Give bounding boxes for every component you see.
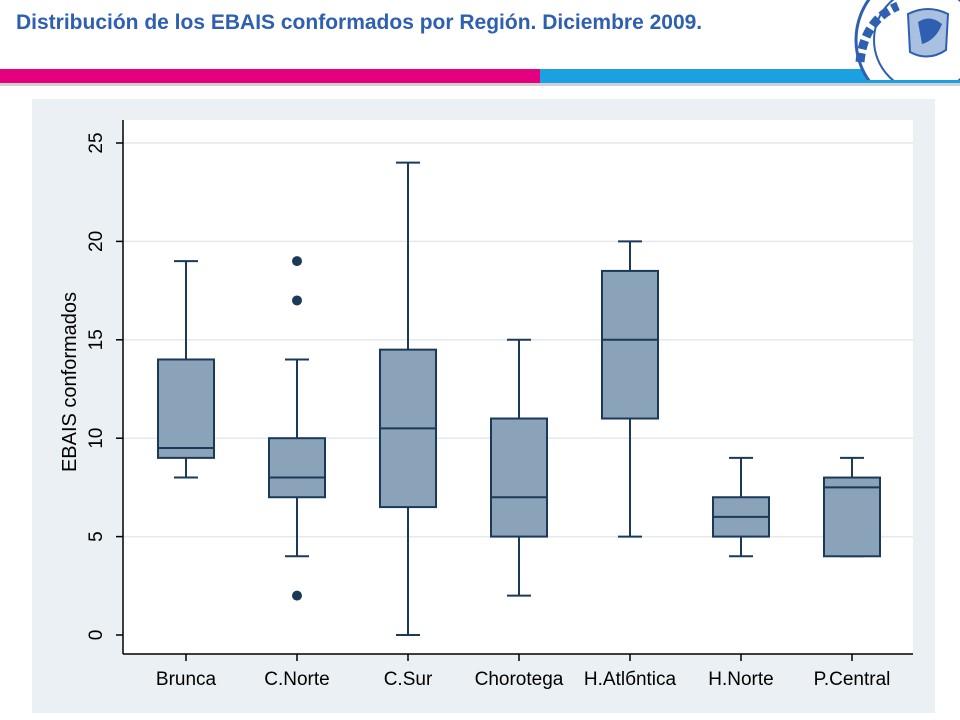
box-group-2 — [379, 161, 437, 636]
y-tick-label: 15 — [86, 329, 107, 350]
box-group-5 — [712, 456, 770, 558]
x-tick-label: H.Atlбntica — [584, 669, 677, 690]
x-tick-label: Brunca — [156, 669, 217, 690]
y-tick-label: 10 — [86, 428, 107, 449]
chart-panel: 0 5 10 15 20 25 Brunca C.Norte C.Sur Chorotega H.… — [32, 99, 935, 713]
box-group-6 — [823, 456, 881, 558]
box-iqr — [268, 437, 326, 499]
y-axis-title: EBAIS conformados — [59, 292, 81, 472]
y-ticks: 0 5 10 15 20 25 — [86, 132, 123, 640]
outlier-point — [292, 295, 302, 306]
header-bar-shadow — [0, 83, 960, 86]
box-group-0 — [157, 260, 215, 479]
x-tick-label: P.Central — [814, 669, 891, 690]
y-tick-label: 20 — [86, 231, 107, 252]
slide-title: Distribución de los EBAIS conformados po… — [16, 11, 703, 34]
box-group-3 — [490, 338, 548, 597]
y-tick-label: 25 — [86, 132, 107, 153]
header-bar-blue — [540, 69, 960, 83]
outlier-point — [292, 256, 302, 267]
box-iqr — [490, 417, 548, 538]
box-iqr — [823, 476, 881, 558]
header-bar-pink — [0, 69, 540, 83]
y-tick-label: 5 — [86, 531, 107, 542]
box-group-4 — [601, 240, 659, 538]
boxes — [157, 161, 881, 636]
box-plot-chart: 0 5 10 15 20 25 Brunca C.Norte C.Sur Chorotega H.… — [59, 120, 913, 690]
x-tick-label: Chorotega — [475, 669, 564, 690]
x-tick-label: H.Norte — [708, 669, 773, 690]
box-iqr — [601, 269, 659, 420]
axes — [122, 120, 913, 655]
x-ticks: Brunca C.Norte C.Sur Chorotega H.Atlбntica H.… — [156, 654, 890, 690]
box-iqr — [157, 358, 215, 459]
y-tick-label: 0 — [86, 630, 107, 641]
x-tick-label: C.Norte — [264, 669, 329, 690]
box-group-1 — [268, 256, 326, 601]
outlier-point — [292, 590, 302, 601]
x-tick-label: C.Sur — [384, 669, 433, 690]
institution-seal-icon — [854, 0, 960, 80]
